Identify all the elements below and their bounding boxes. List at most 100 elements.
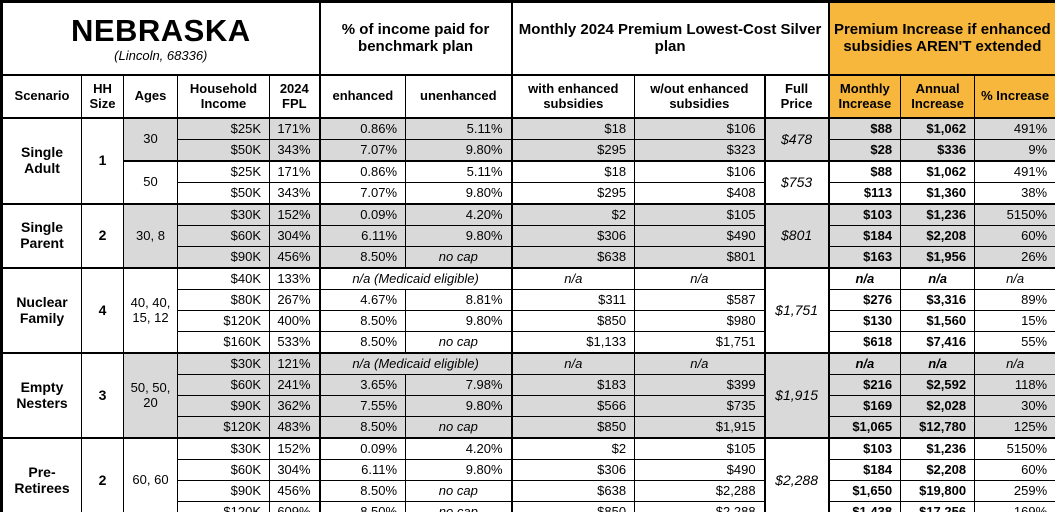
col-header-with-subsidies: with enhanced subsidies: [510, 74, 636, 119]
cell-with-subsidies: $638: [510, 480, 636, 502]
cell-monthly-increase: $184: [827, 459, 902, 481]
hh-size-value: 1: [81, 117, 124, 205]
cell-income: $50K: [177, 139, 270, 162]
ages-value: 30, 8: [123, 203, 178, 269]
cell-fpl: 609%: [268, 501, 321, 512]
cell-without-subsidies: $105: [634, 203, 766, 226]
location-subtitle: (Lincoln, 68336): [114, 47, 208, 63]
cell-annual-increase-na: n/a: [900, 352, 976, 375]
cell-income: $120K: [177, 501, 270, 512]
table-row: Single Adult 1 30 $25K 171% 0.86% 5.11% …: [1, 117, 1055, 205]
col-header-fpl: 2024 FPL: [268, 74, 321, 119]
cell-monthly-increase: $88: [827, 117, 902, 140]
cell-fpl: 456%: [268, 246, 321, 269]
table-row: $80K 267% 4.67% 8.81% $311 $587 $276 $3,…: [2, 289, 1055, 311]
cell-enhanced: 8.50%: [318, 501, 407, 512]
cell-annual-increase: $2,208: [900, 225, 976, 247]
cell-annual-increase: $12,780: [900, 416, 976, 439]
cell-income: $60K: [177, 225, 270, 247]
cell-fpl: 133%: [268, 267, 321, 290]
table-row: Empty Nesters 3 50, 50, 20 $30K 121% n/a…: [1, 352, 1055, 439]
cell-unenhanced: 9.80%: [405, 182, 513, 205]
section-increase: Premium Increase if enhanced subsidies A…: [827, 1, 1055, 76]
scenario-empty-nesters: Empty Nesters: [1, 352, 82, 439]
col-header-monthly-increase: Monthly Increase: [827, 74, 902, 119]
table-title-block: NEBRASKA (Lincoln, 68336): [0, 1, 321, 76]
cell-fpl: 171%: [268, 117, 321, 140]
cell-unenhanced-no-cap: no cap: [405, 416, 513, 439]
cell-fpl: 152%: [268, 203, 321, 226]
hh-size-value: 3: [81, 352, 124, 439]
section-header-row: NEBRASKA (Lincoln, 68336) % of income pa…: [0, 1, 1055, 76]
cell-with-subsidies: $850: [510, 501, 636, 512]
cell-income: $120K: [177, 310, 270, 332]
cell-with-subsidies: $311: [510, 289, 636, 311]
cell-monthly-increase: $88: [827, 160, 902, 183]
cell-medicaid-note: n/a (Medicaid eligible): [318, 352, 513, 375]
cell-enhanced: 7.07%: [318, 182, 407, 205]
cell-full-price: $2,288: [763, 437, 830, 512]
cell-enhanced: 0.09%: [318, 203, 407, 226]
cell-with-subsidies: $1,133: [510, 331, 636, 354]
cell-unenhanced: 9.80%: [405, 139, 513, 162]
scenario-nuclear-family: Nuclear Family: [1, 267, 82, 354]
cell-with-subsidies-na: n/a: [510, 352, 636, 375]
cell-unenhanced: 8.81%: [405, 289, 513, 311]
cell-fpl: 362%: [268, 395, 321, 417]
table-row: $160K 533% 8.50% no cap $1,133 $1,751 $6…: [2, 331, 1055, 354]
cell-full-price: $478: [763, 117, 830, 162]
cell-without-subsidies: $735: [634, 395, 766, 417]
cell-monthly-increase: $130: [827, 310, 902, 332]
cell-with-subsidies: $306: [510, 459, 636, 481]
scenario-single-adult: Single Adult: [1, 117, 82, 205]
cell-enhanced: 3.65%: [318, 374, 407, 396]
cell-without-subsidies: $490: [634, 225, 766, 247]
table-row: $60K 241% 3.65% 7.98% $183 $399 $216 $2,…: [2, 374, 1055, 396]
cell-income: $25K: [177, 160, 270, 183]
table-row: Pre-Retirees 2 60, 60 $30K 152% 0.09% 4.…: [1, 437, 1055, 512]
hh-size-value: 2: [81, 203, 124, 269]
cell-full-price: $753: [763, 160, 830, 205]
cell-annual-increase: $19,800: [900, 480, 976, 502]
cell-enhanced: 8.50%: [318, 331, 407, 354]
cell-full-price: $801: [763, 203, 830, 269]
column-header-row: Scenario HH Size Ages Household Income 2…: [1, 74, 1055, 119]
cell-pct-increase: 26%: [974, 246, 1055, 269]
cell-monthly-increase-na: n/a: [827, 352, 902, 375]
col-header-pct-increase: % Increase: [974, 74, 1055, 119]
cell-monthly-increase: $103: [827, 437, 902, 460]
cell-enhanced: 0.86%: [318, 160, 407, 183]
cell-annual-increase: $1,062: [900, 160, 976, 183]
cell-with-subsidies: $295: [510, 182, 636, 205]
cell-pct-increase: 118%: [974, 374, 1055, 396]
cell-fpl: 483%: [268, 416, 321, 439]
cell-without-subsidies: $2,288: [634, 480, 766, 502]
cell-income: $40K: [177, 267, 270, 290]
cell-annual-increase: $1,236: [900, 203, 976, 226]
cell-income: $80K: [177, 289, 270, 311]
cell-with-subsidies: $850: [510, 416, 636, 439]
cell-fpl: 533%: [268, 331, 321, 354]
col-header-unenhanced: unenhanced: [405, 74, 513, 119]
cell-unenhanced-no-cap: no cap: [405, 501, 513, 512]
table-row: $60K 304% 6.11% 9.80% $306 $490 $184 $2,…: [2, 225, 1055, 247]
cell-pct-increase: 125%: [974, 416, 1055, 439]
cell-monthly-increase: $28: [827, 139, 902, 162]
cell-income: $30K: [177, 437, 270, 460]
table-row: 50 $25K 171% 0.86% 5.11% $18 $106 $753 $…: [2, 160, 1055, 205]
cell-full-price: $1,751: [763, 267, 830, 354]
cell-income: $50K: [177, 182, 270, 205]
cell-unenhanced: 4.20%: [405, 203, 513, 226]
cell-annual-increase: $1,956: [900, 246, 976, 269]
cell-without-subsidies: $399: [634, 374, 766, 396]
col-header-full-price: Full Price: [763, 74, 830, 119]
table-row: $50K 343% 7.07% 9.80% $295 $408 $113 $1,…: [2, 182, 1055, 205]
cell-annual-increase: $1,236: [900, 437, 976, 460]
cell-enhanced: 6.11%: [318, 225, 407, 247]
cell-income: $30K: [177, 203, 270, 226]
cell-without-subsidies: $1,751: [634, 331, 766, 354]
cell-with-subsidies: $306: [510, 225, 636, 247]
table-row: $50K 343% 7.07% 9.80% $295 $323 $28 $336…: [2, 139, 1055, 162]
cell-enhanced: 8.50%: [318, 310, 407, 332]
cell-without-subsidies: $105: [634, 437, 766, 460]
